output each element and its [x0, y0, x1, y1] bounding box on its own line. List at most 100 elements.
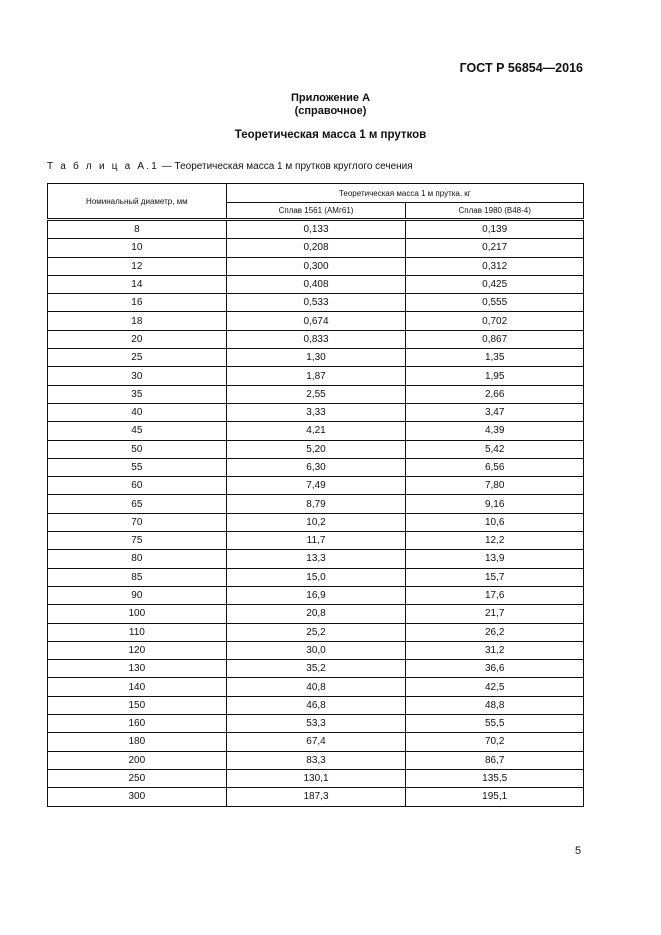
- cell-diameter: 120: [47, 640, 227, 661]
- cell-mass-1561: 0,408: [225, 274, 407, 295]
- cell-mass-1561: 25,2: [225, 622, 407, 642]
- cell-diameter: 250: [47, 768, 227, 789]
- cell-mass-1980: 12,2: [405, 531, 584, 551]
- cell-mass-1980: 70,2: [405, 732, 584, 752]
- cell-diameter: 30: [47, 366, 227, 386]
- cell-mass-1561: 8,79: [225, 494, 407, 514]
- cell-mass-1980: 26,2: [405, 622, 584, 642]
- cell-mass-1980: 42,5: [405, 677, 584, 697]
- table-row: 50 5,20 5,42: [47, 439, 584, 459]
- cell-mass-1561: 0,833: [225, 329, 407, 350]
- cell-mass-1561: 83,3: [225, 750, 407, 770]
- table-row: 85 15,0 15,7: [47, 567, 584, 587]
- cell-mass-1980: 0,702: [405, 311, 584, 331]
- table-row: 35 2,55 2,66: [47, 384, 584, 404]
- cell-mass-1980: 36,6: [405, 659, 584, 679]
- cell-mass-1561: 15,0: [225, 567, 407, 587]
- cell-diameter: 60: [47, 476, 227, 496]
- cell-mass-1980: 4,39: [405, 421, 584, 441]
- table-row: 160 53,3 55,5: [47, 714, 584, 734]
- table-row: 16 0,533 0,555: [47, 293, 584, 313]
- table-row: 75 11,7 12,2: [47, 531, 584, 551]
- table-row: 200 83,3 86,7: [47, 750, 584, 770]
- cell-mass-1980: 86,7: [405, 750, 584, 770]
- cell-diameter: 70: [47, 512, 227, 533]
- cell-diameter: 160: [47, 714, 227, 734]
- cell-mass-1561: 187,3: [225, 787, 407, 807]
- cell-mass-1561: 5,20: [225, 439, 407, 459]
- cell-diameter: 16: [47, 293, 227, 313]
- cell-mass-1980: 1,35: [405, 348, 584, 368]
- table-row: 90 16,9 17,6: [47, 585, 584, 606]
- cell-mass-1980: 0,555: [405, 293, 584, 313]
- table-row: 12 0,300 0,312: [47, 256, 584, 276]
- cell-mass-1980: 7,80: [405, 476, 584, 496]
- table-row: 250 130,1 135,5: [47, 768, 584, 789]
- cell-mass-1561: 0,533: [225, 293, 407, 313]
- cell-diameter: 50: [47, 439, 227, 459]
- cell-mass-1561: 7,49: [225, 476, 407, 496]
- cell-mass-1980: 55,5: [405, 714, 584, 734]
- cell-diameter: 100: [47, 604, 227, 624]
- cell-mass-1561: 46,8: [225, 695, 407, 716]
- cell-mass-1980: 31,2: [405, 640, 584, 661]
- cell-mass-1980: 17,6: [405, 585, 584, 606]
- table-row: 10 0,208 0,217: [47, 238, 584, 258]
- cell-mass-1561: 16,9: [225, 585, 407, 606]
- table-row: 45 4,21 4,39: [47, 421, 584, 441]
- cell-diameter: 45: [47, 421, 227, 441]
- cell-mass-1561: 40,8: [225, 677, 407, 697]
- table-row: 30 1,87 1,95: [47, 366, 584, 386]
- cell-mass-1561: 1,30: [225, 348, 407, 368]
- table-caption-label: Т а б л и ц а А.1: [47, 161, 159, 172]
- cell-mass-1980: 0,312: [405, 256, 584, 276]
- cell-diameter: 12: [47, 256, 227, 276]
- table-row: 150 46,8 48,8: [47, 695, 584, 716]
- cell-mass-1980: 9,16: [405, 494, 584, 514]
- cell-mass-1561: 11,7: [225, 531, 407, 551]
- cell-diameter: 65: [47, 494, 227, 514]
- table-row: 70 10,2 10,6: [47, 512, 584, 533]
- cell-mass-1980: 0,217: [405, 238, 584, 258]
- cell-mass-1561: 13,3: [225, 549, 407, 569]
- cell-mass-1561: 1,87: [225, 366, 407, 386]
- table-row: 25 1,30 1,35: [47, 348, 584, 368]
- cell-diameter: 75: [47, 531, 227, 551]
- cell-mass-1980: 6,56: [405, 457, 584, 478]
- table-row: 60 7,49 7,80: [47, 476, 584, 496]
- cell-mass-1561: 30,0: [225, 640, 407, 661]
- table-row: 100 20,8 21,7: [47, 604, 584, 624]
- header-alloy-1561: Сплав 1561 (АМг61): [225, 202, 407, 221]
- cell-mass-1980: 135,5: [405, 768, 584, 789]
- cell-diameter: 85: [47, 567, 227, 587]
- table-row: 65 8,79 9,16: [47, 494, 584, 514]
- cell-mass-1561: 4,21: [225, 421, 407, 441]
- cell-mass-1980: 0,867: [405, 329, 584, 350]
- table-row: 180 67,4 70,2: [47, 732, 584, 752]
- cell-mass-1980: 3,47: [405, 402, 584, 423]
- cell-mass-1980: 15,7: [405, 567, 584, 587]
- cell-diameter: 110: [47, 622, 227, 642]
- cell-diameter: 25: [47, 348, 227, 368]
- table-row: 120 30,0 31,2: [47, 640, 584, 661]
- cell-diameter: 80: [47, 549, 227, 569]
- cell-mass-1561: 67,4: [225, 732, 407, 752]
- cell-diameter: 20: [47, 329, 227, 350]
- table-row: 8 0,133 0,139: [47, 218, 584, 240]
- table-row: 110 25,2 26,2: [47, 622, 584, 642]
- cell-mass-1561: 130,1: [225, 768, 407, 789]
- cell-mass-1980: 21,7: [405, 604, 584, 624]
- cell-diameter: 90: [47, 585, 227, 606]
- cell-mass-1561: 0,674: [225, 311, 407, 331]
- cell-mass-1561: 53,3: [225, 714, 407, 734]
- cell-mass-1980: 0,425: [405, 274, 584, 295]
- table-row: 40 3,33 3,47: [47, 402, 584, 423]
- table-row: 140 40,8 42,5: [47, 677, 584, 697]
- cell-mass-1561: 0,300: [225, 256, 407, 276]
- table-row: 300 187,3 195,1: [47, 787, 584, 807]
- annex-heading: Приложение А (справочное): [0, 92, 661, 118]
- cell-diameter: 55: [47, 457, 227, 478]
- cell-diameter: 130: [47, 659, 227, 679]
- cell-mass-1561: 10,2: [225, 512, 407, 533]
- mass-table: Номинальный диаметр, мм Теоретическая ма…: [47, 183, 585, 807]
